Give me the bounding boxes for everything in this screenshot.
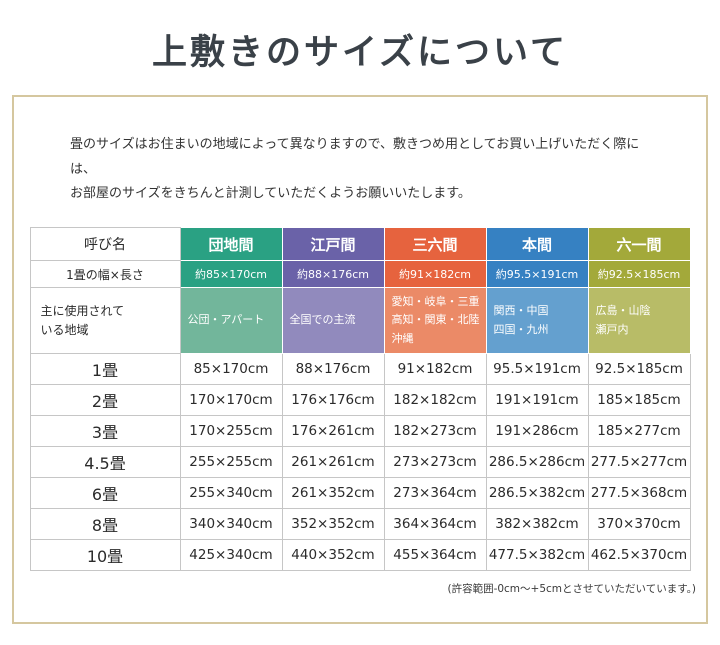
table-row: 1畳 85×170cm 88×176cm 91×182cm 95.5×191cm… xyxy=(29,353,691,386)
value-cell: 382×382cm xyxy=(485,508,589,541)
mat-size-cell: 約92.5×185cm xyxy=(587,260,691,289)
value-cell: 170×255cm xyxy=(179,415,283,448)
row-label: 6畳 xyxy=(29,477,181,510)
value-cell: 273×364cm xyxy=(383,477,487,510)
value-cell: 277.5×277cm xyxy=(587,446,691,479)
value-cell: 286.5×382cm xyxy=(485,477,589,510)
value-cell: 95.5×191cm xyxy=(485,353,589,386)
mat-size-cell: 約85×170cm xyxy=(179,260,283,289)
value-cell: 277.5×368cm xyxy=(587,477,691,510)
value-cell: 477.5×382cm xyxy=(485,539,589,572)
column-header-saburokuma: 三六間 xyxy=(383,227,487,262)
tatami-size-table: 呼び名 団地間 江戸間 三六間 本間 六一間 1畳の幅×長さ 約85×170cm… xyxy=(29,227,691,572)
region-cell: 愛知・岐阜・三重 高知・関東・北陸 沖縄 xyxy=(383,287,487,355)
value-cell: 185×185cm xyxy=(587,384,691,417)
value-cell: 261×261cm xyxy=(281,446,385,479)
value-cell: 455×364cm xyxy=(383,539,487,572)
table-row: 8畳 340×340cm 352×352cm 364×364cm 382×382… xyxy=(29,508,691,541)
region-cell: 広島・山陰 瀬戸内 xyxy=(587,287,691,355)
region-row-label: 主に使用されて いる地域 xyxy=(29,287,181,355)
value-cell: 340×340cm xyxy=(179,508,283,541)
mat-size-cell: 約91×182cm xyxy=(383,260,487,289)
value-cell: 286.5×286cm xyxy=(485,446,589,479)
row-label: 10畳 xyxy=(29,539,181,572)
row-label: 3畳 xyxy=(29,415,181,448)
table-row: 6畳 255×340cm 261×352cm 273×364cm 286.5×3… xyxy=(29,477,691,510)
value-cell: 92.5×185cm xyxy=(587,353,691,386)
table-row: 3畳 170×255cm 176×261cm 182×273cm 191×286… xyxy=(29,415,691,448)
value-cell: 440×352cm xyxy=(281,539,385,572)
value-cell: 88×176cm xyxy=(281,353,385,386)
value-cell: 352×352cm xyxy=(281,508,385,541)
mat-size-cell: 約95.5×191cm xyxy=(485,260,589,289)
region-row: 主に使用されて いる地域 公団・アパート 全国での主流 愛知・岐阜・三重 高知・… xyxy=(29,287,691,355)
value-cell: 462.5×370cm xyxy=(587,539,691,572)
region-cell: 公団・アパート xyxy=(179,287,283,355)
page-title: 上敷きのサイズについて xyxy=(152,32,568,73)
region-cell: 関西・中国 四国・九州 xyxy=(485,287,589,355)
value-cell: 273×273cm xyxy=(383,446,487,479)
value-cell: 364×364cm xyxy=(383,508,487,541)
value-cell: 170×170cm xyxy=(179,384,283,417)
size-row-label: 1畳の幅×長さ xyxy=(29,260,181,289)
value-cell: 370×370cm xyxy=(587,508,691,541)
value-cell: 182×182cm xyxy=(383,384,487,417)
table-row: 4.5畳 255×255cm 261×261cm 273×273cm 286.5… xyxy=(29,446,691,479)
row-label: 1畳 xyxy=(29,353,181,386)
value-cell: 255×340cm xyxy=(179,477,283,510)
column-header-edoma: 江戸間 xyxy=(281,227,385,262)
value-cell: 191×191cm xyxy=(485,384,589,417)
value-cell: 176×176cm xyxy=(281,384,385,417)
intro-text: 畳のサイズはお住まいの地域によって異なりますので、敷きつめ用としてお買い上げいた… xyxy=(70,137,640,202)
mat-size-cell: 約88×176cm xyxy=(281,260,385,289)
column-header-honma: 本間 xyxy=(485,227,589,262)
value-cell: 255×255cm xyxy=(179,446,283,479)
value-cell: 85×170cm xyxy=(179,353,283,386)
value-cell: 182×273cm xyxy=(383,415,487,448)
row-label: 2畳 xyxy=(29,384,181,417)
row-label: 4.5畳 xyxy=(29,446,181,479)
column-header-danchima: 団地間 xyxy=(179,227,283,262)
table-row: 2畳 170×170cm 176×176cm 182×182cm 191×191… xyxy=(29,384,691,417)
value-cell: 176×261cm xyxy=(281,415,385,448)
value-cell: 91×182cm xyxy=(383,353,487,386)
content-frame: 畳のサイズはお住まいの地域によって異なりますので、敷きつめ用としてお買い上げいた… xyxy=(12,95,708,625)
mat-size-row: 1畳の幅×長さ 約85×170cm 約88×176cm 約91×182cm 約9… xyxy=(29,260,691,289)
value-cell: 425×340cm xyxy=(179,539,283,572)
value-cell: 185×277cm xyxy=(587,415,691,448)
column-header-rokuichima: 六一間 xyxy=(587,227,691,262)
table-row: 10畳 425×340cm 440×352cm 455×364cm 477.5×… xyxy=(29,539,691,572)
tolerance-note: (許容範囲-0cm〜+5cmとさせていただいています。) xyxy=(447,583,696,596)
value-cell: 191×286cm xyxy=(485,415,589,448)
value-cell: 261×352cm xyxy=(281,477,385,510)
corner-cell: 呼び名 xyxy=(29,227,181,262)
region-cell: 全国での主流 xyxy=(281,287,385,355)
row-label: 8畳 xyxy=(29,508,181,541)
header-row: 呼び名 団地間 江戸間 三六間 本間 六一間 xyxy=(29,227,691,262)
